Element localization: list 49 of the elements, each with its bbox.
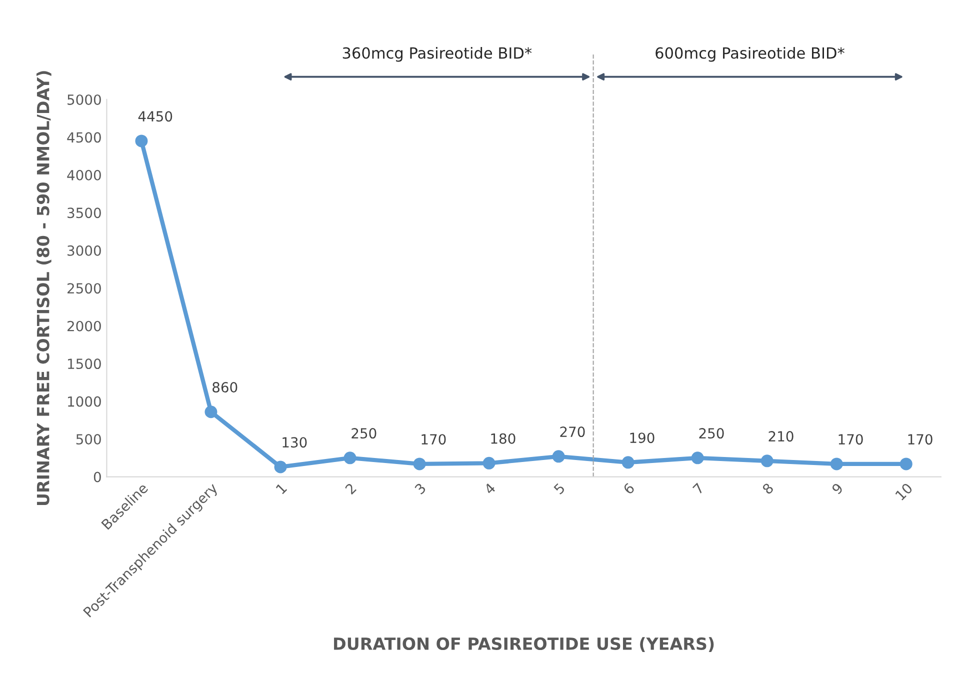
y-axis-title: URINARY FREE CORTISOL (80 - 590 NMOL/DAY) [36, 71, 52, 505]
y-tick-label: 3500 [68, 208, 101, 218]
data-label: 270 [560, 426, 585, 438]
x-tick-label: 2 [344, 482, 356, 495]
data-label: 170 [908, 434, 932, 445]
point [622, 456, 634, 469]
point [691, 452, 704, 464]
data-label: 180 [491, 433, 516, 444]
point [552, 450, 565, 463]
point [135, 134, 148, 148]
x-tick-label: 1 [276, 482, 288, 494]
text: 600mcg Pasireotide BID* [656, 46, 844, 62]
y-tick-label: 1500 [68, 358, 101, 370]
x-tick-label: 3 [414, 482, 426, 495]
x-tick-label: 5 [553, 482, 566, 495]
x-tick-label: 7 [692, 482, 704, 495]
y-tick-label: 3000 [68, 245, 101, 256]
point [344, 452, 356, 464]
x-tick-label: 6 [622, 482, 636, 495]
text: 360mcg Pasireotide BID* [342, 46, 532, 62]
y-tick-label: 500 [76, 434, 101, 445]
data-label: 170 [838, 434, 863, 445]
point [830, 458, 843, 470]
y-tick-label: 1000 [68, 396, 101, 407]
point [482, 456, 496, 470]
point [274, 460, 287, 474]
y-tick-label: 0 [94, 472, 101, 482]
x-tick-label: 4 [484, 482, 496, 495]
data-label: 210 [768, 431, 794, 442]
y-tick-label: 2000 [68, 320, 101, 332]
data-label: 860 [212, 382, 238, 393]
y-tick-label: 5000 [68, 94, 101, 105]
y-tick-label: 2500 [68, 283, 101, 294]
data-label: 130 [282, 437, 307, 448]
x-tick-label: 8 [762, 482, 774, 495]
x-tick-label: 9 [831, 482, 844, 495]
point [900, 458, 912, 470]
y-tick-label: 4000 [67, 170, 101, 180]
y-tick-label: 4500 [67, 132, 101, 143]
point [760, 454, 774, 468]
point [413, 458, 426, 470]
x-axis-title: DURATION OF PASIREOTIDE USE (YEARS) [334, 637, 714, 652]
data-label: 250 [352, 428, 376, 439]
data-label: 170 [422, 434, 446, 445]
data-label: 4450 [138, 111, 172, 122]
point [204, 406, 218, 418]
data-label: 250 [699, 428, 724, 439]
data-label: 190 [630, 432, 654, 444]
x-tick-label: 10 [894, 482, 914, 501]
